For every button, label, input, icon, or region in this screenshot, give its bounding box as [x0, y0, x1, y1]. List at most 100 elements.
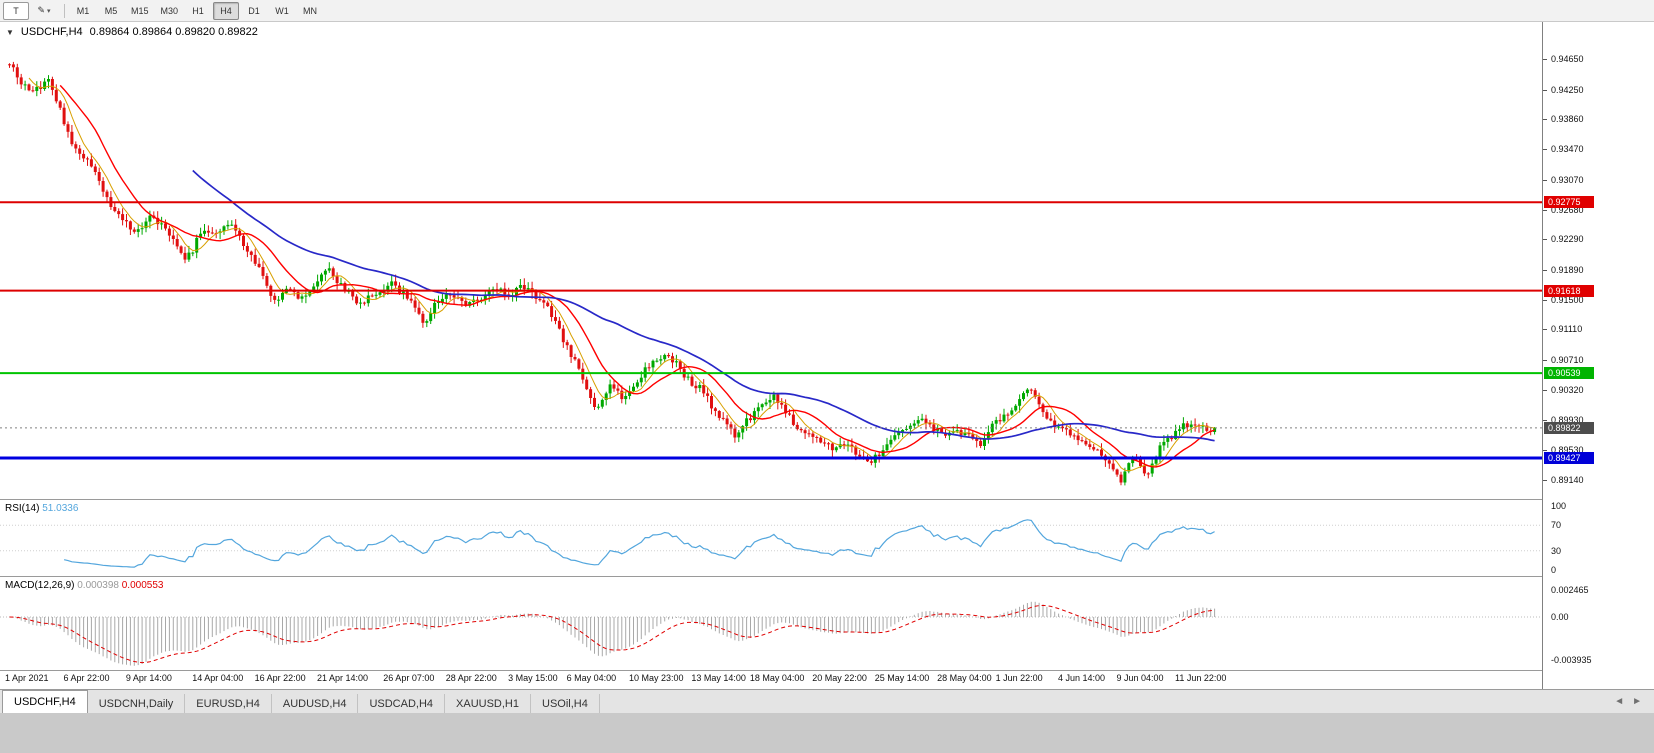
- y-axis-tickmark: [1543, 119, 1547, 121]
- y-axis-tick-label: 0.94250: [1551, 84, 1584, 95]
- hline-price-tag: 0.89427: [1544, 452, 1594, 465]
- y-axis-tick-label: 0.89140: [1551, 474, 1584, 485]
- timeframe-button-h1[interactable]: H1: [192, 5, 204, 16]
- y-axis-tickmark: [1543, 479, 1547, 481]
- x-axis-label: 9 Jun 04:00: [1116, 673, 1164, 683]
- y-axis-tick-label: 0.93860: [1551, 114, 1584, 125]
- rsi-line: [63, 519, 1215, 568]
- chart-tab-bar: USDCHF,H4 USDCNH,Daily EURUSD,H4 AUDUSD,H4 U…: [0, 689, 1654, 713]
- main-price-chart[interactable]: [0, 22, 1542, 499]
- rsi-tick-label: 0: [1551, 565, 1557, 575]
- y-axis-tick-label: 0.91500: [1551, 294, 1584, 305]
- chart-tab-usdchf-h4[interactable]: USDCHF,H4: [2, 690, 88, 713]
- pencil-icon: ✎: [37, 5, 46, 15]
- y-axis-tickmark: [1543, 299, 1547, 301]
- x-axis-label: 1 Jun 22:00: [995, 673, 1043, 683]
- y-axis-tickmark: [1543, 59, 1547, 60]
- y-axis-tickmark: [1543, 149, 1547, 151]
- current-price-tag: 0.89822: [1544, 421, 1594, 434]
- y-axis-tickmark: [1543, 450, 1547, 452]
- timeframe-button-mn[interactable]: MN: [303, 5, 318, 16]
- y-axis-tickmark: [1543, 329, 1547, 331]
- timeframe-buttons: M1 M5 M15 M30 H1 H4 D1 W1 MN: [70, 1, 325, 20]
- y-axis-tickmark: [1543, 360, 1547, 362]
- x-axis-label: 14 Apr 04:00: [192, 673, 244, 683]
- x-axis-label: 21 Apr 14:00: [317, 673, 369, 683]
- hline-price-tag: 0.90539: [1544, 367, 1594, 380]
- y-axis-tick-label: 0.91890: [1551, 264, 1584, 275]
- timeframe-button-m1[interactable]: M1: [76, 5, 90, 16]
- x-axis-label: 10 May 23:00: [629, 673, 684, 683]
- price-axis[interactable]: 0.94650 0.94250 0.93860 0.93470 0.93070 0.926…: [1542, 22, 1654, 689]
- x-axis-label: 6 Apr 22:00: [63, 673, 110, 683]
- rsi-indicator-panel[interactable]: [0, 500, 1542, 576]
- chart-tab-eurusd-h4[interactable]: EURUSD,H4: [185, 694, 272, 713]
- y-axis-tickmark: [1543, 419, 1547, 421]
- symbol-period-label: USDCHF,H4: [20, 26, 83, 38]
- candles-layer: [8, 61, 1217, 486]
- macd-indicator-panel[interactable]: [0, 577, 1542, 670]
- x-axis-label: 28 Apr 22:00: [445, 673, 497, 683]
- chart-window[interactable]: ▼ USDCHF,H4 0.89864 0.89864 0.89820 0.89…: [0, 22, 1654, 689]
- y-axis-tickmark: [1543, 89, 1547, 91]
- moving-average-line-6[interactable]: [28, 77, 1215, 472]
- y-axis-tick-label: 0.92680: [1551, 204, 1584, 215]
- x-axis-label: 11 Jun 22:00: [1175, 673, 1227, 683]
- x-axis-label: 18 May 04:00: [749, 673, 805, 683]
- y-axis-tick-label: 0.89530: [1551, 445, 1584, 456]
- chart-tab-usoil-h4[interactable]: USOil,H4: [531, 694, 600, 713]
- chart-type-button[interactable]: T: [3, 1, 29, 20]
- y-axis-tick-label: 0.90320: [1551, 384, 1584, 395]
- crosshair-pencil-button[interactable]: ✎ ▾: [31, 2, 57, 20]
- tab-scroll-right-icon[interactable]: ►: [1632, 696, 1642, 707]
- x-axis-label: 3 May 15:00: [508, 673, 558, 683]
- x-axis-label: 13 May 14:00: [691, 673, 746, 683]
- x-axis-label: 1 Apr 2021: [5, 673, 49, 683]
- y-axis-tickmark: [1543, 209, 1547, 211]
- tab-scroll-left-icon[interactable]: ◄: [1614, 696, 1625, 707]
- timeframe-button-m15[interactable]: M15: [131, 5, 149, 16]
- x-axis-label: 9 Apr 14:00: [125, 673, 172, 683]
- x-axis-label: 16 Apr 22:00: [254, 673, 306, 683]
- rsi-tick-label: 30: [1551, 545, 1562, 556]
- timeframe-button-h4[interactable]: H4: [213, 1, 240, 20]
- timeframe-button-d1[interactable]: D1: [248, 5, 260, 16]
- chart-tab-audusd-h4[interactable]: AUDUSD,H4: [271, 694, 359, 713]
- timeframe-button-m5[interactable]: M5: [104, 5, 118, 16]
- y-axis-tickmark: [1543, 389, 1547, 391]
- macd-tick-label: 0.002465: [1551, 585, 1589, 596]
- tab-scroll-controls: ◄ ►: [1614, 690, 1654, 713]
- y-axis-tick-label: 0.92290: [1551, 234, 1584, 245]
- dropdown-caret-icon: ▾: [47, 7, 51, 15]
- y-axis-tickmark: [1543, 269, 1547, 271]
- toolbar-separator: [64, 3, 65, 18]
- chart-tab-xauusd-h1[interactable]: XAUUSD,H1: [445, 694, 531, 713]
- chart-title: ▼ USDCHF,H4 0.89864 0.89864 0.89820 0.89…: [6, 26, 258, 38]
- y-axis-tickmark: [1543, 179, 1547, 181]
- hline-price-tag: 0.92775: [1544, 196, 1594, 209]
- timeframe-button-m30[interactable]: M30: [160, 5, 179, 16]
- y-axis-tick-label: 0.89930: [1551, 414, 1584, 425]
- chart-tab-usdcnh-daily[interactable]: USDCNH,Daily: [87, 694, 186, 713]
- y-axis-tick-label: 0.93070: [1551, 174, 1584, 185]
- macd-indicator-label: MACD(12,26,9) 0.000398 0.000553: [5, 580, 164, 591]
- macd-tick-label: -0.003935: [1551, 654, 1592, 665]
- panel-separator: [0, 576, 1654, 577]
- x-axis-label: 26 Apr 07:00: [383, 673, 435, 683]
- macd-tick-label: 0.00: [1551, 612, 1569, 622]
- ohlc-values: 0.89864 0.89864 0.89820 0.89822: [89, 26, 258, 38]
- timeframe-toolbar: T ✎ ▾ M1 M5 M15 M30 H1 H4 D1 W1 MN: [0, 0, 1654, 22]
- x-axis-label: 6 May 04:00: [566, 673, 617, 683]
- moving-average-line-14[interactable]: [59, 84, 1215, 468]
- rsi-tick-label: 100: [1551, 501, 1567, 511]
- timeframe-button-w1[interactable]: W1: [275, 5, 289, 16]
- chart-tab-usdcad-h4[interactable]: USDCAD,H4: [358, 694, 446, 713]
- x-axis-label: 25 May 14:00: [874, 673, 930, 683]
- y-axis-tick-label: 0.93470: [1551, 144, 1584, 155]
- rsi-tick-label: 70: [1551, 520, 1562, 531]
- collapse-triangle-icon[interactable]: ▼: [6, 27, 14, 37]
- y-axis-tickmark: [1543, 239, 1547, 241]
- moving-average-line-48[interactable]: [192, 169, 1215, 442]
- hline-price-tag: 0.91618: [1544, 284, 1594, 297]
